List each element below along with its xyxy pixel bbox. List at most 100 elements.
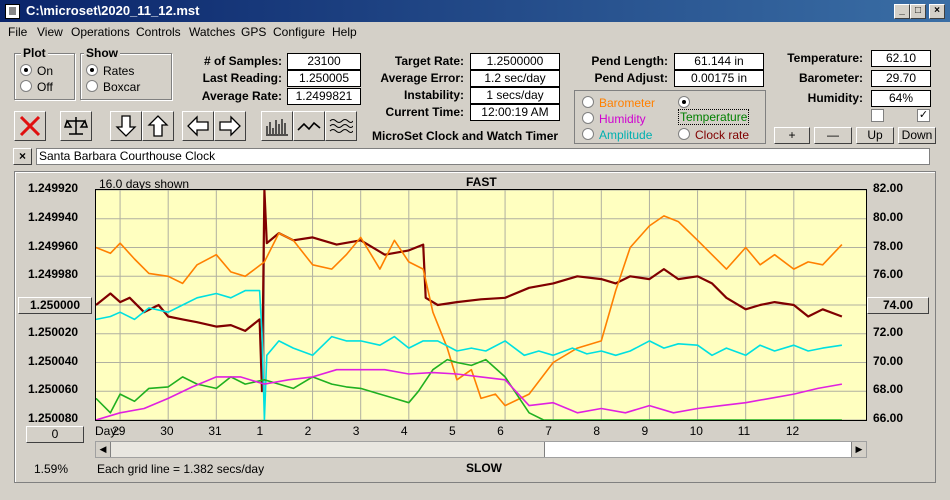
plus-button[interactable]: + bbox=[774, 127, 810, 144]
x-axis-label: Day: bbox=[95, 424, 120, 438]
line-chart-icon bbox=[297, 121, 321, 131]
left-tick-label: 1.250060 bbox=[28, 382, 79, 397]
right-tick-label: 82.00 bbox=[873, 181, 904, 195]
bar-chart-icon bbox=[266, 119, 288, 136]
menu-help[interactable]: Help bbox=[332, 25, 357, 39]
right-tick-label: 80.00 bbox=[873, 209, 904, 224]
instability-value: 1 secs/day bbox=[470, 87, 560, 104]
aux-clock-rate-radio[interactable]: Clock rate bbox=[678, 128, 749, 142]
bars-view-button[interactable] bbox=[261, 111, 293, 141]
stop-button[interactable] bbox=[14, 111, 46, 141]
radio-label: On bbox=[37, 64, 54, 78]
pend-length-label: Pend Length: bbox=[591, 54, 668, 68]
arrow-up-button[interactable] bbox=[142, 111, 174, 141]
scroll-left-arrow[interactable]: ◀ bbox=[96, 442, 111, 457]
aux-barometer-radio[interactable]: Barometer bbox=[582, 96, 655, 110]
samples-label: # of Samples: bbox=[203, 54, 282, 68]
average-error-value: 1.2 sec/day bbox=[470, 70, 560, 87]
pend-length-value[interactable]: 61.144 in bbox=[674, 53, 764, 70]
aux-amplitude-radio[interactable]: Amplitude bbox=[582, 128, 652, 142]
left-tick-label: 1.250080 bbox=[28, 411, 79, 425]
radio-dot bbox=[20, 80, 32, 92]
scroll-thumb[interactable] bbox=[544, 442, 851, 457]
plot-on-radio[interactable]: On bbox=[20, 64, 53, 78]
x-tick-label: 30 bbox=[160, 424, 174, 438]
last-reading-value: 1.250005 bbox=[287, 70, 361, 87]
right-tick-label: 68.00 bbox=[873, 382, 904, 397]
menu-file[interactable]: File bbox=[8, 25, 28, 39]
x-tick-label: 5 bbox=[448, 424, 456, 438]
radio-dot-selected bbox=[20, 64, 32, 76]
x-tick-label: 12 bbox=[785, 424, 800, 438]
center-rate-button[interactable]: 1.250000 bbox=[18, 297, 92, 314]
minimize-button[interactable]: _ bbox=[894, 4, 910, 19]
radio-dot-selected bbox=[86, 64, 98, 76]
aux-temperature-radio[interactable]: Temperature bbox=[678, 96, 765, 125]
left-tick-label: 1.250040 bbox=[28, 353, 79, 368]
minus-button[interactable]: — bbox=[814, 127, 852, 144]
menu-view[interactable]: View bbox=[37, 25, 63, 39]
checkbox-1[interactable] bbox=[871, 109, 884, 122]
aux-series-box: Barometer Temperature Humidity Amplitude… bbox=[574, 90, 766, 144]
humidity-value: 64% bbox=[871, 90, 931, 107]
menu-bar: File View Operations Controls Watches GP… bbox=[0, 22, 950, 40]
balance-button[interactable] bbox=[60, 111, 92, 141]
h-scrollbar[interactable]: ◀ ▶ bbox=[95, 441, 867, 458]
left-tick-label: 1.249980 bbox=[28, 267, 79, 282]
arrow-left-button[interactable] bbox=[182, 111, 214, 141]
x-tick-label: 10 bbox=[689, 424, 703, 438]
radio-label: Amplitude bbox=[599, 128, 653, 142]
humidity-label: Humidity: bbox=[807, 91, 863, 105]
clear-clock-button[interactable]: × bbox=[13, 148, 32, 165]
zero-button[interactable]: 0 bbox=[26, 426, 84, 443]
x-tick-label: 3 bbox=[352, 424, 360, 438]
pend-adjust-value[interactable]: 0.00175 in bbox=[674, 70, 764, 87]
checkbox-2[interactable]: ✓ bbox=[917, 109, 930, 122]
x-tick-label: 6 bbox=[497, 424, 504, 438]
wave-view-button[interactable] bbox=[325, 111, 357, 141]
show-rates-radio[interactable]: Rates bbox=[86, 64, 134, 78]
radio-label: Temperature bbox=[678, 109, 750, 125]
clock-name-input[interactable]: Santa Barbara Courthouse Clock bbox=[36, 148, 930, 165]
center-aux-button[interactable]: 74.00 bbox=[867, 297, 929, 314]
radio-label: Barometer bbox=[599, 96, 656, 110]
show-boxcar-radio[interactable]: Boxcar bbox=[86, 80, 140, 94]
down-button[interactable]: Down bbox=[898, 127, 936, 144]
slow-label: SLOW bbox=[466, 461, 502, 475]
samples-value: 23100 bbox=[287, 53, 361, 70]
average-error-label: Average Error: bbox=[380, 71, 464, 85]
arrow-down-button[interactable] bbox=[110, 111, 142, 141]
radio-label: Rates bbox=[103, 64, 135, 78]
waves-icon bbox=[329, 119, 353, 133]
aux-humidity-radio[interactable]: Humidity bbox=[582, 112, 646, 126]
menu-operations[interactable]: Operations bbox=[71, 25, 130, 39]
right-tick-label: 78.00 bbox=[873, 238, 904, 253]
series-line-amplitude bbox=[96, 289, 843, 420]
radio-dot-selected bbox=[678, 96, 690, 108]
target-rate-value[interactable]: 1.2500000 bbox=[470, 53, 560, 70]
red-x-icon bbox=[19, 115, 41, 137]
menu-controls[interactable]: Controls bbox=[136, 25, 181, 39]
maximize-button[interactable]: □ bbox=[910, 4, 926, 19]
up-button[interactable]: Up bbox=[856, 127, 894, 144]
arrow-right-icon bbox=[219, 115, 241, 137]
scroll-right-arrow[interactable]: ▶ bbox=[851, 442, 866, 457]
scale-icon bbox=[64, 117, 88, 135]
menu-configure[interactable]: Configure bbox=[273, 25, 326, 39]
plot-area bbox=[95, 189, 867, 421]
menu-watches[interactable]: Watches bbox=[189, 25, 236, 39]
radio-dot bbox=[86, 80, 98, 92]
menu-gps[interactable]: GPS bbox=[241, 25, 267, 39]
left-tick-label: 1.250020 bbox=[28, 324, 79, 339]
close-window-button[interactable]: × bbox=[929, 4, 945, 19]
temperature-label: Temperature: bbox=[787, 51, 863, 65]
x-tick-label: 7 bbox=[545, 424, 552, 438]
barometer-label: Barometer: bbox=[798, 71, 863, 85]
radio-dot bbox=[678, 128, 690, 140]
arrow-right-button[interactable] bbox=[214, 111, 246, 141]
percent-readout: 1.59% bbox=[34, 462, 69, 476]
grid-note: Each grid line = 1.382 secs/day bbox=[97, 462, 265, 476]
plot-off-radio[interactable]: Off bbox=[20, 80, 53, 94]
right-tick-label: 72.00 bbox=[873, 324, 904, 339]
line-view-button[interactable] bbox=[293, 111, 325, 141]
